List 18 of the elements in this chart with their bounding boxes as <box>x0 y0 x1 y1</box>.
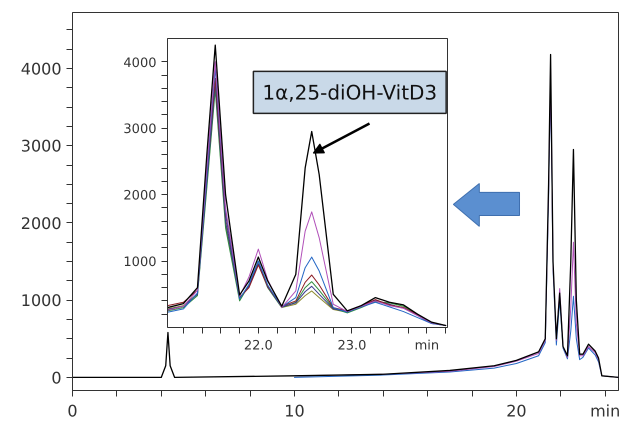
y-tick-label: 2000 <box>20 214 62 233</box>
y-tick-label: 0 <box>51 368 62 388</box>
y-tick-label: 3000 <box>123 122 157 138</box>
x-tick-label: 23.0 <box>338 338 366 354</box>
y-tick-label: 4000 <box>123 56 157 71</box>
y-tick-label: 1000 <box>20 291 62 310</box>
x-tick-label: min <box>590 402 620 420</box>
x-tick-label: 0 <box>67 402 78 420</box>
x-tick-label: 10 <box>284 402 305 420</box>
x-tick-label: 22.0 <box>244 338 273 354</box>
y-tick-label: 4000 <box>20 59 62 78</box>
y-tick-label: 3000 <box>20 136 62 156</box>
y-tick-label: 2000 <box>123 188 157 204</box>
y-tick-label: 1000 <box>123 255 157 270</box>
x-tick-label: 20 <box>506 402 527 420</box>
x-tick-label: min <box>414 338 440 354</box>
line-series <box>72 54 618 378</box>
annotation: 1α,25-diOH-VitD3 <box>262 80 438 104</box>
